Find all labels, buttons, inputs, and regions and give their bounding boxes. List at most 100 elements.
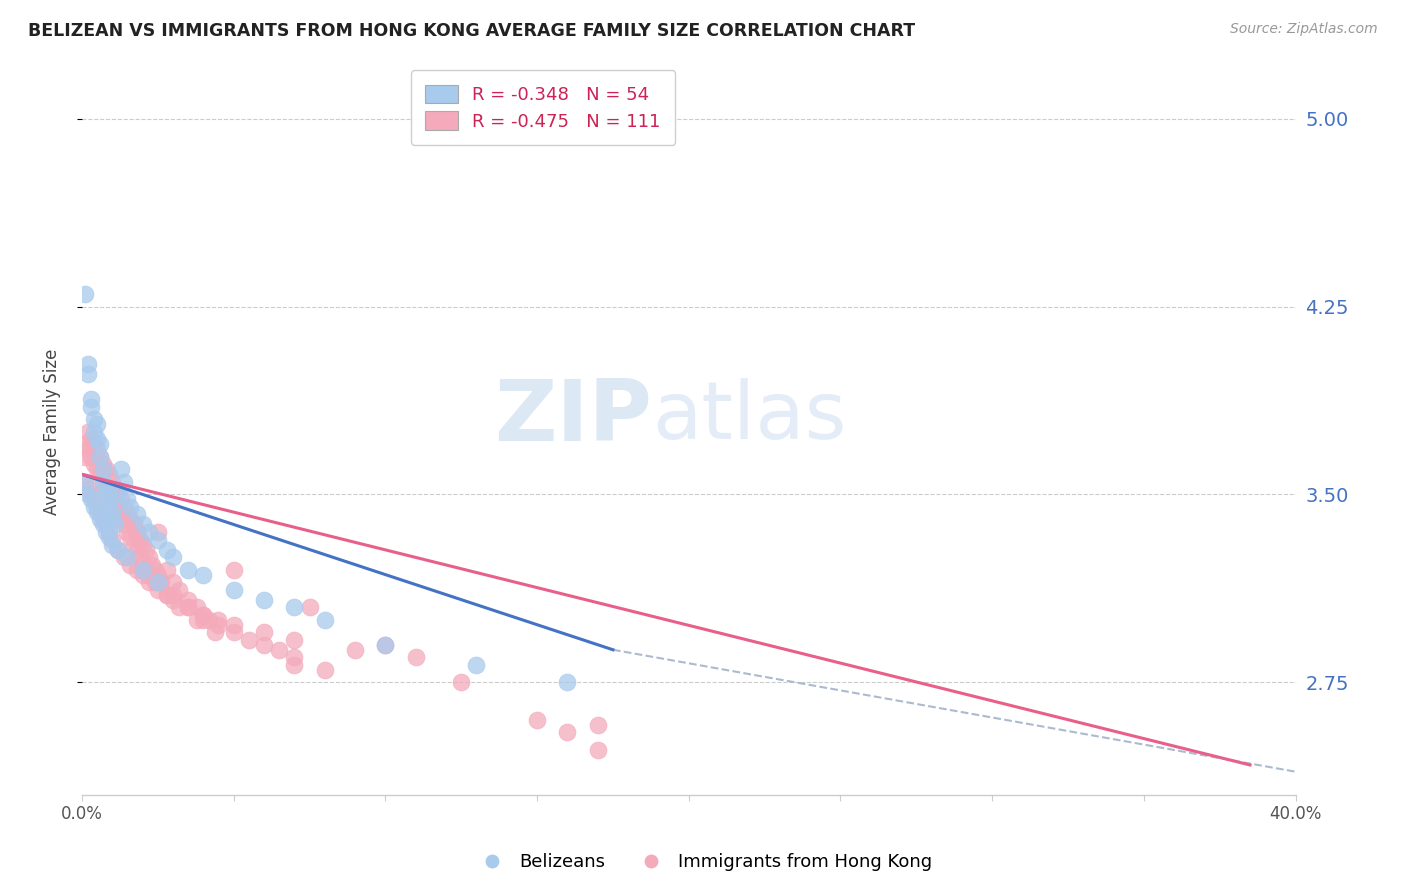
Point [344,642,367,657]
Point [374,638,396,652]
Point [104,483,127,497]
Point [128,533,150,547]
Point [283,632,305,647]
Point [86,417,108,432]
Point [146,567,169,582]
Point [117,550,139,565]
Point [104,517,127,532]
Point [101,492,124,507]
Point [314,663,336,677]
Point [77,487,100,501]
Point [253,592,276,607]
Point [83,500,105,514]
Point [107,505,129,519]
Point [83,437,105,451]
Point [77,357,100,371]
Point [80,492,103,507]
Point [101,537,124,551]
Point [138,567,160,582]
Point [143,563,166,577]
Point [107,542,129,557]
Point [77,483,100,497]
Point [96,517,118,532]
Point [146,575,169,590]
Point [83,425,105,439]
Point [138,575,160,590]
Point [162,592,184,607]
Point [314,613,336,627]
Point [112,500,135,514]
Legend: R = -0.348   N = 54, R = -0.475   N = 111: R = -0.348 N = 54, R = -0.475 N = 111 [411,70,675,145]
Point [207,617,229,632]
Point [98,524,121,539]
Point [98,500,121,514]
Point [83,412,105,426]
Point [162,588,184,602]
Point [112,517,135,532]
Point [125,563,148,577]
Point [131,563,153,577]
Text: atlas: atlas [652,378,846,457]
Point [222,617,245,632]
Point [374,638,396,652]
Point [125,524,148,539]
Point [86,500,108,514]
Point [298,600,321,615]
Point [207,613,229,627]
Point [122,537,145,551]
Point [98,530,121,544]
Point [162,550,184,565]
Point [96,487,118,501]
Point [405,650,427,665]
Point [96,480,118,494]
Point [125,508,148,522]
Point [73,475,96,489]
Point [86,505,108,519]
Point [253,625,276,640]
Point [193,567,215,582]
Y-axis label: Average Family Size: Average Family Size [44,349,60,515]
Point [101,512,124,526]
Point [156,588,179,602]
Point [110,492,132,507]
Point [104,500,127,514]
Point [107,542,129,557]
Point [117,492,139,507]
Point [91,475,114,489]
Point [557,725,579,739]
Point [253,638,276,652]
Point [77,442,100,457]
Point [138,550,160,565]
Point [83,492,105,507]
Point [80,392,103,407]
Point [120,530,142,544]
Point [269,642,291,657]
Point [89,437,111,451]
Point [238,632,260,647]
Point [117,508,139,522]
Point [193,613,215,627]
Point [86,462,108,476]
Point [146,524,169,539]
Point [283,650,305,665]
Point [193,607,215,622]
Point [80,450,103,464]
Point [120,558,142,572]
Point [131,558,153,572]
Point [198,613,221,627]
Point [131,563,153,577]
Text: ZIP: ZIP [495,376,652,458]
Point [89,512,111,526]
Point [125,542,148,557]
Point [557,675,579,690]
Point [283,657,305,672]
Point [73,437,96,451]
Point [96,483,118,497]
Point [177,563,200,577]
Point [98,467,121,482]
Point [122,517,145,532]
Point [112,475,135,489]
Point [156,588,179,602]
Point [125,524,148,539]
Point [101,475,124,489]
